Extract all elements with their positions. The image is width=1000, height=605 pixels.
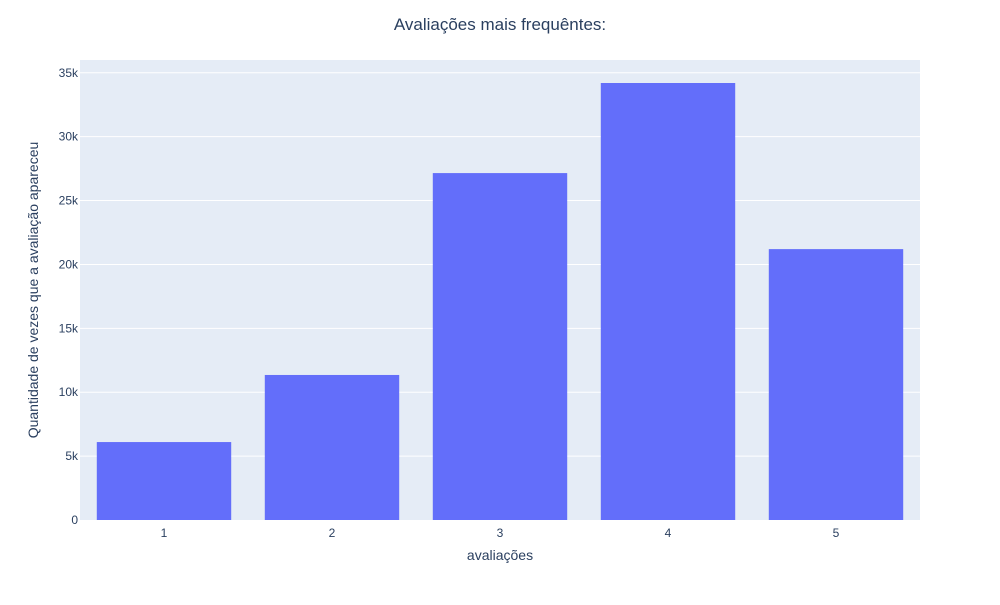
bar-3[interactable] [432, 173, 568, 521]
y-tick-label: 20k [59, 257, 79, 271]
x-tick-label: 5 [833, 526, 840, 540]
chart-title: Avaliações mais frequêntes: [394, 15, 606, 34]
bar-1[interactable] [96, 442, 232, 520]
y-tick-label: 25k [59, 194, 79, 208]
x-tick-label: 1 [161, 526, 168, 540]
y-axis-ticks: 0 5k 10k 15k 20k 25k 30k 35k [59, 66, 79, 527]
bars [96, 83, 904, 521]
x-axis-ticks: 1 2 3 4 5 [161, 526, 840, 540]
y-tick-label: 15k [59, 321, 79, 335]
y-tick-label: 10k [59, 385, 79, 399]
bar-4[interactable] [600, 83, 736, 520]
y-tick-label: 0 [71, 513, 78, 527]
y-tick-label: 35k [59, 66, 79, 80]
x-tick-label: 4 [665, 526, 672, 540]
bar-5[interactable] [768, 249, 904, 520]
y-axis-title: Quantidade de vezes que a avaliação apar… [25, 142, 41, 439]
y-tick-label: 30k [59, 130, 79, 144]
x-axis-title: avaliações [467, 547, 533, 563]
y-tick-label: 5k [65, 449, 79, 463]
x-tick-label: 3 [497, 526, 504, 540]
x-tick-label: 2 [329, 526, 336, 540]
bar-2[interactable] [264, 374, 400, 520]
